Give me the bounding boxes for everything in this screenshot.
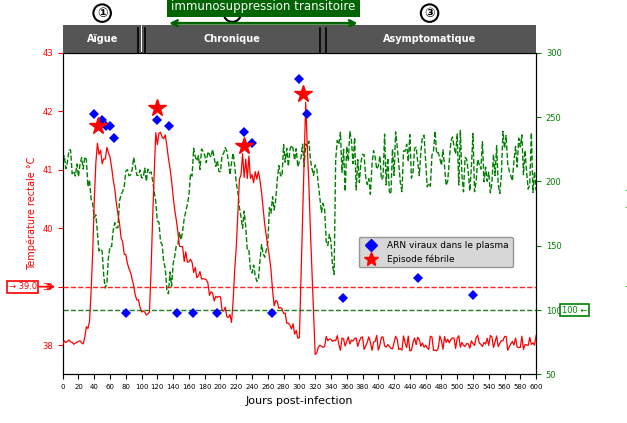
Text: Aïgue: Aïgue xyxy=(87,34,118,44)
Text: Chronique: Chronique xyxy=(204,34,261,44)
FancyBboxPatch shape xyxy=(63,25,141,53)
FancyBboxPatch shape xyxy=(142,25,323,53)
Text: immunosuppression transitoire: immunosuppression transitoire xyxy=(171,0,356,13)
Y-axis label: Température rectale °C: Température rectale °C xyxy=(26,157,36,270)
FancyBboxPatch shape xyxy=(324,25,535,53)
Text: 100 ←: 100 ← xyxy=(562,305,587,315)
Text: Asymptomatique: Asymptomatique xyxy=(383,34,476,44)
Legend: ARN viraux dans le plasma, Episode fébrile: ARN viraux dans le plasma, Episode fébri… xyxy=(359,237,513,267)
Text: → 39.0: → 39.0 xyxy=(9,282,36,291)
Text: ①: ① xyxy=(97,7,107,19)
X-axis label: Jours post-infection: Jours post-infection xyxy=(246,396,353,406)
Text: ③: ③ xyxy=(424,7,435,19)
Y-axis label: Nombre de plaquettes (X1000) / µl: Nombre de plaquettes (X1000) / µl xyxy=(625,135,627,292)
Text: ②: ② xyxy=(227,7,238,19)
